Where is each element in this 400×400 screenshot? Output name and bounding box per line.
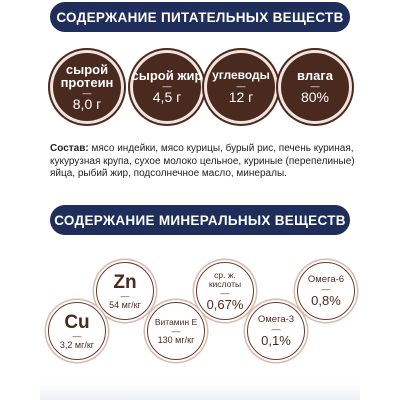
mineral-circle-zn: Zn — 54 мг/кг <box>96 262 154 320</box>
mineral-value: 0,1% <box>261 332 291 348</box>
mineral-dash: — <box>171 325 181 336</box>
mineral-value: 0,8% <box>311 292 341 308</box>
nutrient-dash: — <box>82 87 92 98</box>
nutrients-title-banner: Содержание питательных веществ <box>50 2 350 32</box>
mineral-value: 0,67% <box>206 296 244 312</box>
mineral-name: ср. ж. кислоты <box>208 269 242 289</box>
nutrient-name: сырой жир <box>131 68 203 83</box>
nutrient-dash: — <box>236 81 246 91</box>
nutrient-circle-carbs: углеводы — 12 г <box>204 50 278 124</box>
nutrient-name: сырой протеин <box>60 61 114 90</box>
mineral-dash: — <box>271 323 281 334</box>
mineral-value: 3,2 мг/кг <box>59 339 95 350</box>
mineral-circle-cu: Cu — 3,2 мг/кг <box>48 302 106 360</box>
mineral-dash: — <box>321 283 331 294</box>
footer-fade <box>40 382 360 400</box>
composition-text: Состав: мясо индейки, мясо курицы, бурый… <box>50 143 362 181</box>
mineral-value: 130 мг/кг <box>157 334 195 345</box>
nutrient-circle-protein: сырой протеин — 8,0 г <box>50 50 124 124</box>
mineral-dash: — <box>120 290 130 301</box>
nutrient-dash: — <box>310 81 320 91</box>
mineral-circle-omega3: Омега-3 — 0,1% <box>247 302 305 360</box>
nutrient-value: 8,0 г <box>72 95 102 112</box>
mineral-circle-fatty-acids: ср. ж. кислоты — 0,67% <box>196 262 254 320</box>
mineral-name: Cu <box>64 311 90 333</box>
mineral-value: 54 мг/кг <box>109 299 141 310</box>
composition-ingredients: мясо индейки, мясо курицы, бурый рис, пе… <box>50 143 355 180</box>
nutrient-name: углеводы <box>212 68 270 82</box>
mineral-dash: — <box>220 287 230 298</box>
mineral-dash: — <box>72 330 82 341</box>
mineral-circle-vitamin-e: Витамин Е — 130 мг/кг <box>147 302 205 360</box>
nutrient-value: 4,5 г <box>152 89 182 105</box>
mineral-circle-omega6: Омега-6 — 0,8% <box>297 262 355 320</box>
nutrient-name: влага <box>297 68 333 83</box>
nutrient-dash: — <box>162 81 172 91</box>
composition-label: Состав: <box>50 143 89 154</box>
mineral-name: Омега-6 <box>307 273 345 285</box>
mineral-name: Омега-3 <box>257 313 295 325</box>
minerals-title-banner: Содержание минеральных веществ <box>50 205 350 235</box>
nutrient-value: 80% <box>300 89 330 105</box>
nutrients-title: Содержание питательных веществ <box>56 9 344 25</box>
minerals-title: Содержание минеральных веществ <box>54 212 346 228</box>
nutrient-value: 12 г <box>228 89 254 105</box>
nutrient-circle-moisture: влага — 80% <box>278 50 352 124</box>
mineral-name: Zn <box>113 271 137 293</box>
mineral-name: Витамин Е <box>154 316 198 327</box>
nutrient-circle-fat: сырой жир — 4,5 г <box>130 50 204 124</box>
